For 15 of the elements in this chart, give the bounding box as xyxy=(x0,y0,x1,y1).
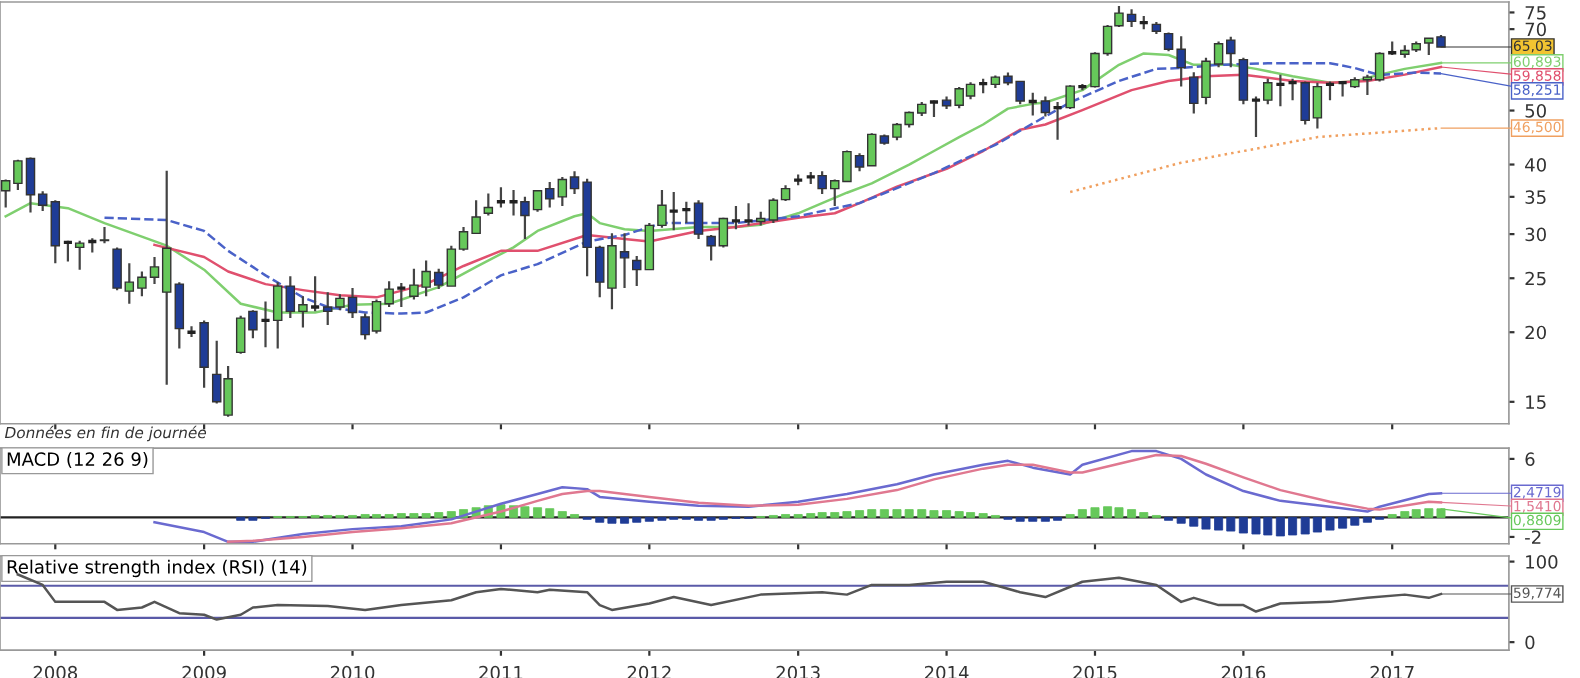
y-tick-label: 0 xyxy=(1525,635,1535,650)
y-tick-label: 100 xyxy=(1526,555,1558,569)
y-tick-label: 25 xyxy=(1525,271,1546,286)
y-tick-label: 6 xyxy=(1525,452,1535,466)
y-tick-label: 15 xyxy=(1526,395,1546,409)
chart-title: MACD (12 26 9) xyxy=(7,452,148,469)
y-tick-label: 35 xyxy=(1525,190,1546,204)
y-tick-label: 40 xyxy=(1525,157,1546,172)
y-tick-label: 50 xyxy=(1525,104,1546,118)
y-tick-label: 20 xyxy=(1525,325,1546,340)
y-tick-label: 30 xyxy=(1525,227,1546,242)
y-tick-label: -2 xyxy=(1525,530,1541,544)
y-tick-label: 70 xyxy=(1525,22,1546,37)
chart-title: Relative strength index (RSI) (14) xyxy=(7,559,307,578)
y-tick-label: 75 xyxy=(1525,6,1546,20)
